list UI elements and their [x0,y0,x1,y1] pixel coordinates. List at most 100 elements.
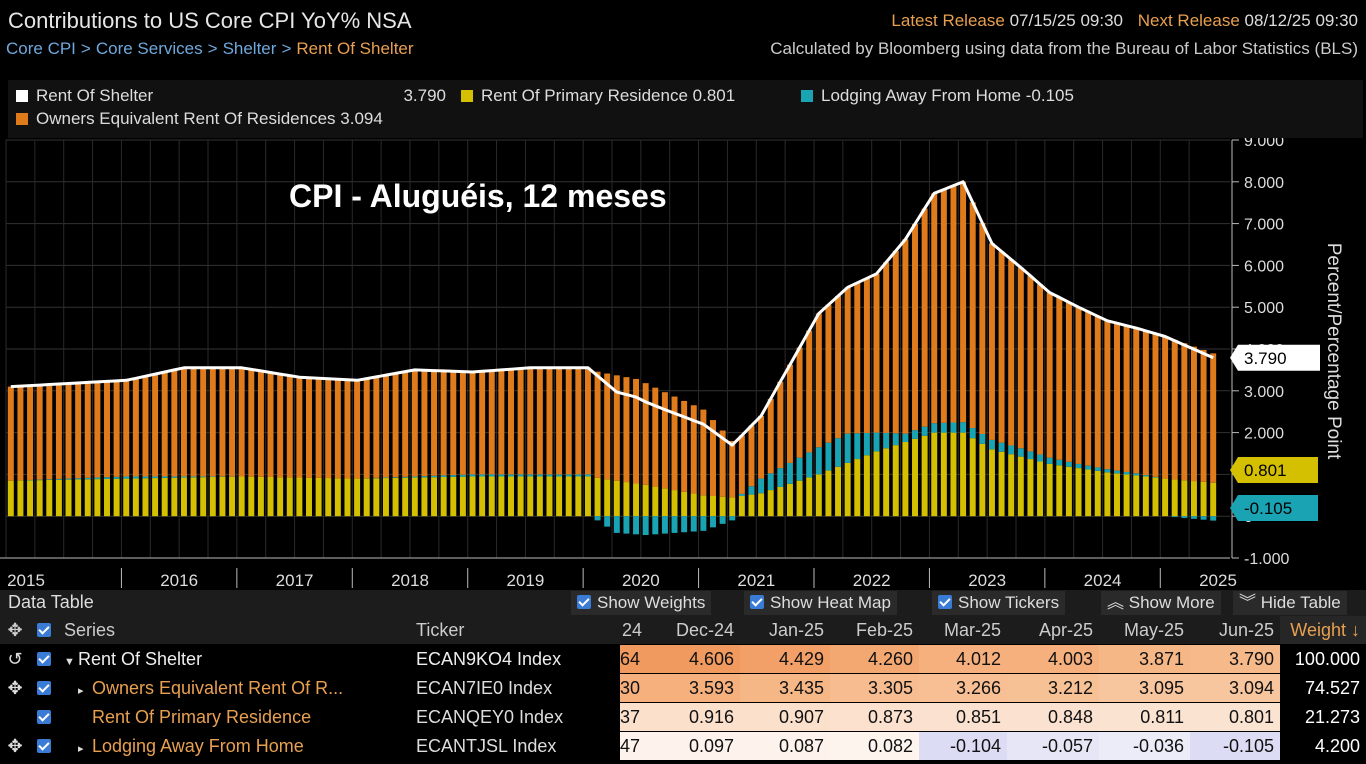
show-more-button[interactable]: ︽ Show More [1101,591,1221,615]
legend-item-owners-equivalent-rent[interactable]: Owners Equivalent Rent Of Residences 3.0… [16,109,383,129]
column-header-ticker[interactable]: Ticker [410,616,620,645]
bar-rent-primary-residence [229,476,236,517]
bar-owners-equivalent-rent [257,370,264,477]
bar-rent-primary-residence [546,476,553,517]
bar-lodging-away-from-home [642,516,649,536]
value-cell: 0.082 [830,731,919,761]
row-checkbox[interactable] [30,731,58,761]
table-row[interactable]: ↺ ▼ Rent Of Shelter ECAN9KO4 Index 64 4.606 4.… [0,644,1366,674]
bar-lodging-away-from-home [132,476,139,479]
crosshair-icon[interactable]: ✥ [0,731,30,761]
column-header-month[interactable]: Feb-25 [830,616,919,645]
crosshair-icon[interactable]: ✥ [0,673,30,703]
bar-rent-primary-residence [584,476,591,517]
bar-lodging-away-from-home [1123,471,1130,475]
legend-item-rent-of-primary-residence[interactable]: Rent Of Primary Residence 0.801 [461,86,735,106]
bar-owners-equivalent-rent [546,367,553,475]
bar-owners-equivalent-rent [306,377,312,478]
chart-legend: Rent Of Shelter 3.790 Rent Of Primary Res… [8,80,1363,138]
bar-lodging-away-from-home [681,516,688,533]
bar-owners-equivalent-rent [873,273,880,433]
hide-table-button[interactable]: ︾ Hide Table [1233,591,1347,615]
bar-rent-primary-residence [411,477,418,517]
weight-cell: 100.000 [1280,644,1366,674]
series-cell[interactable]: ▸ Owners Equivalent Rent Of R... [58,673,410,703]
bar-rent-primary-residence [565,476,572,517]
bar-lodging-away-from-home [883,432,890,449]
bar-lodging-away-from-home [402,476,409,478]
button-label: Hide Table [1260,593,1341,612]
y-axis-title: Percent/Percentage Point [1323,243,1344,460]
series-cell[interactable]: Rent Of Primary Residence [58,702,410,732]
bar-owners-equivalent-rent [652,387,659,487]
bar-rent-primary-residence [161,477,168,517]
expand-triangle-icon[interactable]: ▸ [78,684,84,697]
y-tick-label: 2.000 [1244,426,1284,443]
column-header-month[interactable]: May-25 [1099,616,1190,645]
breadcrumb-core-cpi[interactable]: Core CPI [6,39,76,58]
select-all-checkbox[interactable] [30,616,58,645]
bar-lodging-away-from-home [1200,516,1207,520]
bar-rent-primary-residence [844,462,851,517]
bar-lodging-away-from-home [940,422,947,433]
show-heat-map-toggle[interactable]: Show Heat Map [744,591,897,615]
legend-swatch [801,90,813,102]
bar-lodging-away-from-home [565,474,572,477]
partial-cell: 64 [620,644,642,674]
bar-rent-primary-residence [55,479,62,517]
bar-rent-primary-residence [479,476,486,517]
table-row[interactable]: ✥ ▸ Owners Equivalent Rent Of R... ECAN7IE0… [0,673,1366,703]
row-checkbox[interactable] [30,702,58,732]
chart-title: Contributions to US Core CPI YoY% NSA [8,8,412,33]
x-axis-band [0,568,1230,590]
series-cell[interactable]: ▼ Rent Of Shelter [58,644,410,674]
value-cell: 0.801 [1190,702,1280,732]
series-cell[interactable]: ▸ Lodging Away From Home [58,731,410,761]
bar-rent-primary-residence [508,476,514,517]
value-cell: 0.916 [642,702,740,732]
breadcrumb-core-services[interactable]: Core Services [95,39,203,58]
bar-rent-primary-residence [1085,469,1092,517]
bar-lodging-away-from-home [863,432,870,456]
column-header-month[interactable]: Mar-25 [919,616,1007,645]
show-weights-toggle[interactable]: Show Weights [571,591,712,615]
bar-owners-equivalent-rent [488,370,495,475]
column-header-weight[interactable]: Weight ↓ [1280,616,1366,645]
column-header-series[interactable]: Series [58,616,410,645]
expand-triangle-icon[interactable]: ▸ [78,742,84,755]
row-checkbox[interactable] [30,673,58,703]
bar-owners-equivalent-rent [344,379,351,479]
bar-lodging-away-from-home [979,433,986,444]
column-header-month[interactable]: Apr-25 [1007,616,1099,645]
show-tickers-toggle[interactable]: Show Tickers [932,591,1066,615]
bar-rent-primary-residence [75,479,82,517]
bar-owners-equivalent-rent [431,370,438,476]
column-header-month[interactable]: Dec-24 [642,616,740,645]
bar-owners-equivalent-rent [921,208,928,427]
breadcrumb-shelter[interactable]: Shelter [222,39,277,58]
bar-rent-primary-residence [373,478,380,517]
column-header-month[interactable]: Jan-25 [740,616,830,645]
bar-owners-equivalent-rent [104,381,110,478]
table-row[interactable]: ✥ ▸ Lodging Away From Home ECANTJSL Index 47… [0,731,1366,761]
table-row[interactable]: Rent Of Primary Residence ECANQEY0 Index 3… [0,702,1366,732]
bar-lodging-away-from-home [1056,459,1063,466]
bar-lodging-away-from-home [652,516,659,535]
row-control[interactable] [0,702,30,732]
bar-lodging-away-from-home [488,474,495,477]
legend-item-lodging-away-from-home[interactable]: Lodging Away From Home -0.105 [801,86,1074,106]
bar-rent-primary-residence [835,466,842,517]
legend-item-rent-of-shelter[interactable]: Rent Of Shelter 3.790 [16,86,446,106]
x-tick-label: 2021 [737,571,775,590]
bar-rent-primary-residence [65,479,72,517]
crosshair-icon[interactable]: ✥ [0,616,30,645]
column-header-partial[interactable]: 24 [620,616,642,645]
column-header-month[interactable]: Jun-25 [1190,616,1280,645]
x-tick-label: 2025 [1199,571,1237,590]
bar-lodging-away-from-home [1094,467,1101,471]
row-checkbox[interactable] [30,644,58,674]
value-cell: 4.012 [919,644,1007,674]
reset-icon[interactable]: ↺ [0,644,30,674]
collapse-triangle-icon[interactable]: ▼ [64,655,75,668]
bar-rent-primary-residence [315,477,322,517]
